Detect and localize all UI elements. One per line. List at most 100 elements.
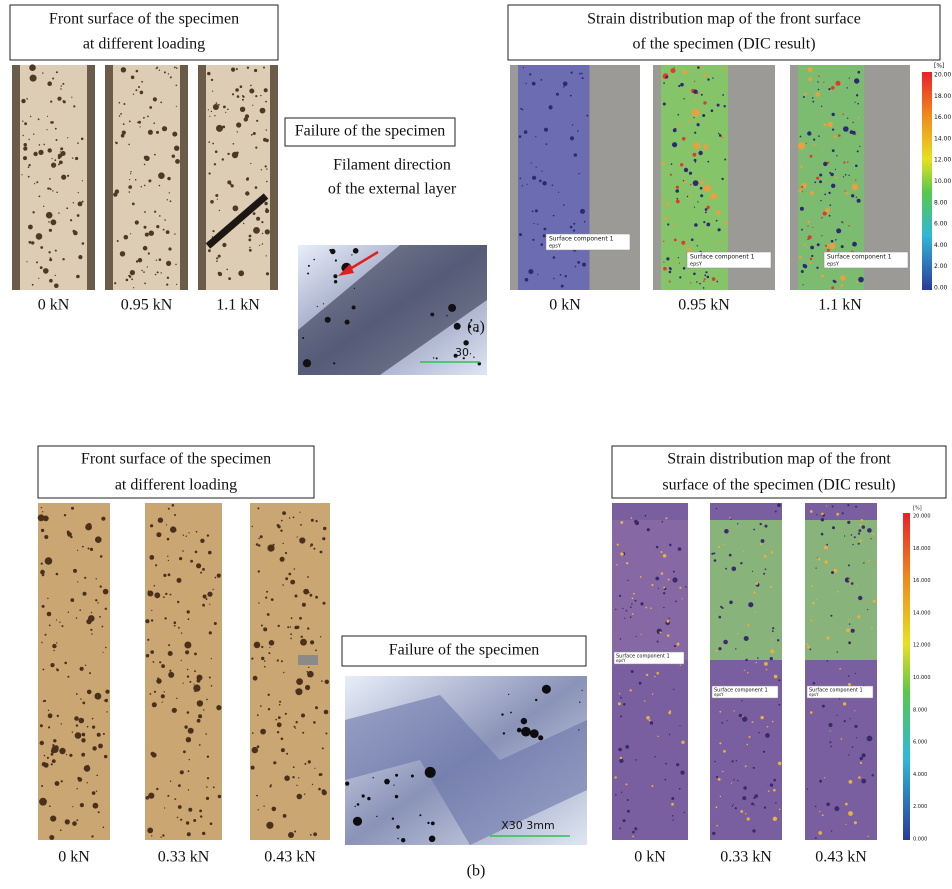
speckle [255, 186, 258, 189]
speckle [70, 219, 72, 221]
speckle [819, 74, 820, 75]
colorbar-label: 12.000 [913, 643, 931, 649]
speckle [135, 89, 137, 91]
speckle [237, 131, 238, 132]
speckle [858, 533, 860, 535]
speckle [395, 774, 398, 777]
speckle [149, 106, 152, 109]
speckle [808, 235, 812, 239]
speckle [538, 735, 543, 740]
speckle [33, 152, 37, 156]
speckle [48, 713, 53, 718]
speckle [798, 142, 805, 149]
speckle [24, 122, 27, 125]
speckle [686, 214, 688, 216]
speckle [260, 535, 263, 538]
speckle [693, 153, 697, 157]
speckle [779, 809, 781, 811]
speckle [210, 822, 213, 825]
speckle [29, 64, 36, 71]
speckle [626, 562, 628, 564]
speckle [685, 586, 687, 588]
speckle [620, 638, 622, 640]
speckle [232, 93, 234, 95]
speckle [90, 548, 93, 551]
speckle [290, 638, 292, 640]
speckle [240, 107, 245, 112]
speckle [39, 144, 41, 146]
speckle [214, 163, 216, 165]
speckle [71, 97, 72, 98]
speckle [160, 102, 162, 104]
speckle [729, 601, 733, 605]
speckle [297, 794, 303, 800]
speckle [737, 633, 738, 634]
speckle [627, 799, 629, 801]
speckle [707, 161, 709, 163]
speckle [87, 782, 88, 783]
speckle [657, 736, 658, 737]
speckle [631, 670, 634, 673]
speckle [237, 95, 240, 98]
speckle [219, 210, 220, 211]
speckle [38, 150, 43, 155]
speckle [77, 550, 78, 551]
speckle [832, 526, 835, 529]
speckle [665, 763, 667, 765]
specimen-surface [20, 65, 87, 290]
speckle [760, 716, 763, 719]
speckle [722, 241, 724, 243]
speckle [285, 577, 288, 580]
speckle [353, 817, 362, 826]
speckle [626, 610, 628, 612]
speckle [802, 191, 803, 192]
speckle [679, 126, 681, 128]
speckle [205, 733, 207, 735]
speckle [322, 790, 327, 795]
speckle [166, 261, 171, 266]
speckle [295, 690, 297, 692]
speckle [273, 761, 276, 764]
speckle [829, 215, 831, 217]
speckle [669, 544, 672, 547]
speckle [41, 785, 43, 787]
speckle [81, 138, 84, 141]
speckle [552, 185, 554, 187]
speckle [772, 627, 774, 629]
dic-band [805, 520, 877, 660]
speckle [718, 242, 720, 244]
speckle [251, 658, 253, 660]
speckle [718, 228, 721, 231]
speckle [664, 217, 667, 220]
speckle [355, 806, 356, 807]
speckle [166, 284, 168, 286]
speckle [103, 827, 105, 829]
speckle [678, 114, 680, 116]
speckle [807, 221, 810, 224]
speckle [723, 640, 728, 645]
speckle [627, 580, 628, 581]
speckle [859, 539, 862, 542]
speckle [463, 340, 468, 345]
speckle [245, 191, 249, 195]
speckle [680, 771, 684, 775]
speckle [290, 580, 295, 585]
speckle [830, 746, 832, 748]
speckle [765, 568, 767, 570]
speckle [76, 275, 80, 279]
speckle [299, 512, 300, 513]
speckle [619, 595, 621, 597]
speckle [700, 66, 702, 68]
speckle [187, 610, 190, 613]
speckle [55, 128, 57, 130]
speckle [763, 573, 765, 575]
title-line: Strain distribution map of the front sur… [587, 11, 861, 28]
speckle [277, 524, 280, 527]
speckle [724, 222, 727, 225]
speckle [807, 225, 808, 226]
speckle [44, 755, 46, 757]
speckle [858, 596, 862, 600]
speckle [279, 704, 281, 706]
speckle [296, 688, 303, 695]
speckle [318, 788, 321, 791]
